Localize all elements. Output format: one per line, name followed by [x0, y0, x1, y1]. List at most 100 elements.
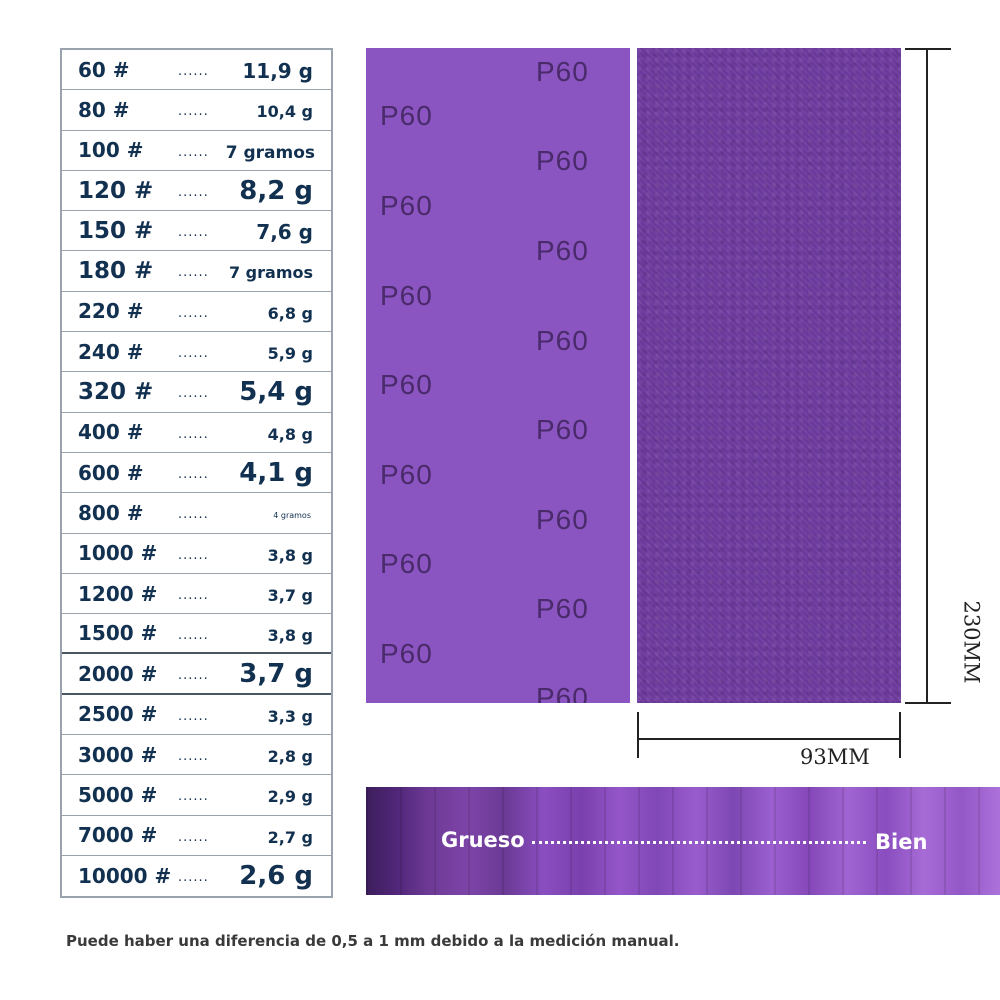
table-row: 1500 #...... 3,8 g — [62, 614, 331, 655]
grit-label: 10000 # — [78, 864, 172, 889]
leader-dots: ...... — [178, 507, 209, 523]
table-row: 2500 #...... 3,3 g — [62, 695, 331, 736]
weight-value: 4 gramos — [273, 511, 311, 521]
leader-dots: ...... — [178, 144, 209, 160]
grit-label: 80 # — [78, 97, 130, 122]
grit-print: P60 — [536, 145, 589, 176]
leader-dots: ...... — [178, 64, 209, 79]
grit-print: P60 — [536, 504, 589, 535]
grit-label: 600 # — [78, 460, 144, 485]
width-dimension-tick — [899, 712, 901, 758]
table-row: 7000 #...... 2,7 g — [62, 816, 331, 856]
grit-label: 180 # — [78, 258, 154, 285]
fine-label: Bien — [875, 830, 928, 854]
weight-value: 3,7 g — [267, 585, 313, 605]
table-row: 3000 #...... 2,8 g — [62, 735, 331, 776]
grit-print: P60 — [380, 369, 433, 400]
grit-print: P60 — [536, 593, 589, 624]
width-dimension-label: 93MM — [800, 745, 870, 769]
height-dimension-tick — [905, 48, 951, 50]
table-row: 5000 #...... 2,9 g — [62, 775, 331, 816]
weight-value: 2,9 g — [267, 787, 313, 807]
grit-label: 2500 # — [78, 702, 158, 727]
leader-dots: ...... — [178, 789, 209, 805]
leader-dots: ...... — [178, 225, 209, 241]
grit-label: 400 # — [78, 420, 144, 445]
width-dimension-tick — [637, 712, 639, 758]
height-dimension-label: 230MM — [959, 600, 984, 684]
table-row: 150 #...... 7,6 g — [62, 211, 331, 252]
grit-gradient-strip: Grueso Bien — [366, 787, 1000, 895]
grit-print: P60 — [380, 638, 433, 669]
table-row: 600 #...... 4,1 g — [62, 453, 331, 494]
grit-print: P60 — [536, 682, 589, 703]
leader-dots: ...... — [178, 184, 209, 200]
table-row: 800 #...... 4 gramos — [62, 493, 331, 534]
weight-value: 3,8 g — [267, 545, 313, 565]
grit-weight-table: 60 #...... 11,9 g 80 #...... 10,4 g 100 #.… — [60, 48, 333, 898]
sandpaper-sheet-front — [637, 48, 901, 703]
weight-value: 2,8 g — [267, 747, 313, 767]
height-dimension-tick — [905, 702, 951, 704]
grit-print: P60 — [380, 280, 433, 311]
leader-dots: ...... — [178, 749, 209, 765]
grit-print: P60 — [536, 56, 589, 87]
height-dimension-line — [926, 48, 928, 703]
grit-label: 120 # — [78, 177, 154, 204]
table-row: 400 #...... 4,8 g — [62, 413, 331, 453]
grit-label: 3000 # — [78, 742, 158, 767]
leader-dots: ...... — [178, 346, 209, 362]
leader-dots: ...... — [178, 587, 209, 603]
table-row: 120 #...... 8,2 g — [62, 171, 331, 212]
leader-dots: ...... — [178, 104, 209, 120]
grit-label: 60 # — [78, 57, 130, 82]
sandpaper-sheet-back: P60 P60 P60 P60 P60 P60 P60 P60 P60 P60 … — [366, 48, 630, 703]
leader-dots: ...... — [178, 305, 209, 321]
weight-value: 5,9 g — [267, 344, 313, 364]
weight-value: 8,2 g — [239, 175, 313, 206]
coarse-label: Grueso — [441, 828, 525, 852]
table-row: 1200 #...... 3,7 g — [62, 574, 331, 615]
weight-value: 7,6 g — [256, 220, 313, 245]
grit-label: 1500 # — [78, 621, 158, 646]
table-row: 240 #...... 5,9 g — [62, 332, 331, 373]
weight-value: 3,7 g — [239, 659, 313, 690]
grit-label: 320 # — [78, 379, 154, 406]
weight-value: 2,7 g — [267, 827, 313, 847]
table-row: 220 #...... 6,8 g — [62, 292, 331, 333]
weight-value: 6,8 g — [267, 303, 313, 323]
weight-value: 3,3 g — [267, 706, 313, 726]
leader-dots: ...... — [178, 547, 209, 563]
weight-value: 7 gramos — [225, 142, 315, 163]
grit-print: P60 — [536, 414, 589, 445]
weight-value: 3,8 g — [267, 626, 313, 646]
grit-label: 100 # — [78, 138, 144, 163]
width-dimension-line — [637, 738, 901, 740]
grit-print: P60 — [536, 235, 589, 266]
grit-print: P60 — [380, 100, 433, 131]
grit-label: 2000 # — [78, 661, 158, 686]
grit-label: 220 # — [78, 299, 144, 324]
leader-dots: ...... — [178, 265, 209, 281]
dotted-arrow-line — [532, 841, 866, 844]
grit-print: P60 — [536, 325, 589, 356]
table-row: 100 #...... 7 gramos — [62, 131, 331, 171]
leader-dots: ...... — [178, 426, 209, 442]
grit-print: P60 — [380, 459, 433, 490]
grit-label: 1000 # — [78, 541, 158, 566]
grit-label: 240 # — [78, 339, 144, 364]
weight-value: 10,4 g — [256, 102, 314, 122]
table-row: 60 #...... 11,9 g — [62, 50, 331, 91]
leader-dots: ...... — [178, 708, 209, 724]
weight-value: 7 gramos — [228, 263, 313, 283]
weight-value: 2,6 g — [239, 860, 313, 891]
table-row: 2000 #...... 3,7 g — [62, 654, 331, 695]
weight-value: 4,8 g — [267, 424, 313, 444]
grit-print: P60 — [380, 190, 433, 221]
grit-label: 7000 # — [78, 823, 158, 848]
leader-dots: ...... — [178, 869, 209, 885]
grit-label: 800 # — [78, 500, 144, 525]
grit-label: 5000 # — [78, 782, 158, 807]
leader-dots: ...... — [178, 668, 209, 684]
leader-dots: ...... — [178, 386, 209, 402]
